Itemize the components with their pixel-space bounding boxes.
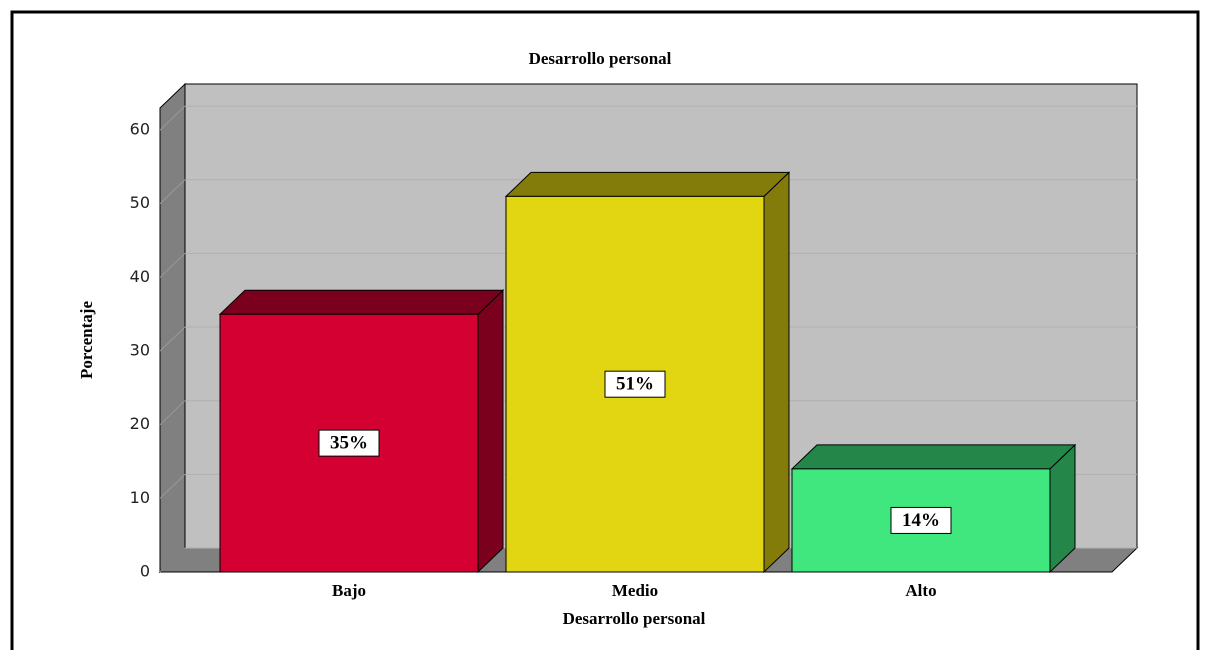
x-tick-label: Bajo [332, 581, 366, 600]
y-tick-label: 0 [140, 562, 150, 581]
y-axis-title: Porcentaje [77, 301, 96, 379]
chart-title: Desarrollo personal [529, 49, 672, 68]
x-tick-label: Alto [905, 581, 936, 600]
grid-line [159, 547, 186, 573]
value-label: 51% [616, 374, 654, 395]
bar-side [763, 171, 790, 574]
value-label: 14% [902, 510, 940, 531]
frame [10, 10, 1200, 650]
value-label-box [890, 506, 952, 534]
x-tick-label: Medio [612, 581, 658, 600]
y-tick-label: 40 [130, 267, 150, 286]
value-label: 35% [330, 432, 368, 453]
bar-side [477, 289, 504, 574]
bar-top [790, 444, 1077, 470]
bar-top [218, 289, 505, 315]
grid-line [159, 179, 186, 205]
grid-line [159, 253, 186, 278]
y-tick-label: 30 [130, 341, 150, 360]
value-label-box [318, 429, 380, 457]
y-tick-label: 10 [130, 488, 150, 507]
grid-line [159, 105, 186, 131]
y-tick-label: 60 [130, 120, 150, 139]
grid-line [159, 400, 186, 426]
value-label-box [604, 370, 666, 398]
grid-line [159, 473, 186, 499]
grid-line [159, 326, 186, 352]
side-wall [159, 82, 186, 574]
y-tick-label: 20 [130, 414, 150, 433]
x-axis-title: Desarrollo personal [563, 609, 706, 628]
y-tick-label: 50 [130, 193, 150, 212]
bar-top [504, 171, 791, 197]
